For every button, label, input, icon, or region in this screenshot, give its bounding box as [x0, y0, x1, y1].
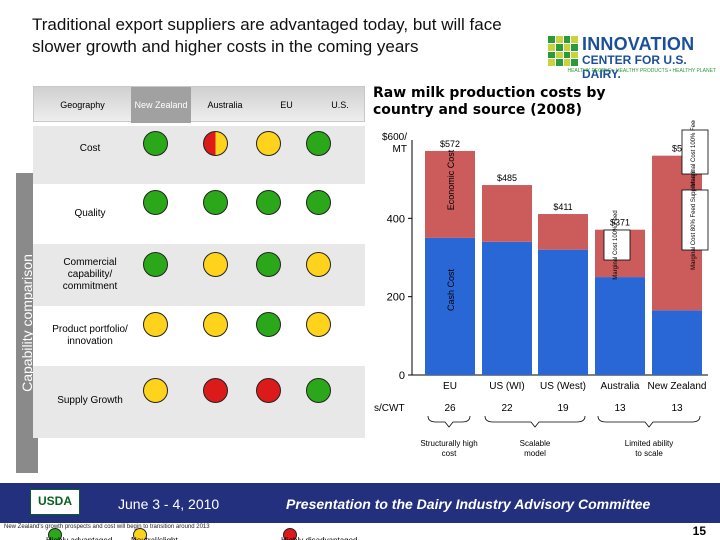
- rating-dot: [143, 378, 168, 403]
- legend-dot-red: [283, 528, 297, 540]
- group-label-line2: cost: [442, 449, 457, 458]
- footer-bar: [0, 483, 720, 523]
- bar-cash-cost: [425, 237, 475, 375]
- annotation-nz-bottom-box: [681, 189, 709, 251]
- annotation-australia-box: [603, 229, 631, 261]
- rating-dot: [256, 252, 281, 277]
- rating-dot: [256, 312, 281, 337]
- legend: Highly advantagedNeutral/slight disadvan…: [33, 522, 365, 540]
- rating-dot: [143, 312, 168, 337]
- rating-dot: [306, 378, 331, 403]
- group-label-line1: Limited ability: [625, 439, 673, 448]
- group-brace-eu: [427, 415, 471, 428]
- header-australia: Australia: [207, 100, 243, 110]
- bar-total-label: $371: [610, 218, 630, 228]
- rating-dot: [203, 378, 228, 403]
- rating-dot: [203, 131, 228, 156]
- header-geography: Geography: [60, 100, 105, 110]
- bar-economic-cost: [538, 214, 588, 250]
- legend-dot-yellow: [133, 528, 147, 540]
- cwt-value: 22: [501, 403, 513, 414]
- group-brace-us: [484, 415, 586, 428]
- logo-sub-text: CENTER FOR U.S. DAIRY.: [582, 53, 687, 81]
- cash-cost-label: Cash Cost: [446, 269, 456, 312]
- cwt-value: 19: [557, 403, 569, 414]
- rating-dot: [256, 190, 281, 215]
- economic-cost-label: Economic Cost: [446, 149, 456, 210]
- innovation-center-logo: INNOVATION CENTER FOR U.S. DAIRY. HEALTH…: [548, 34, 716, 81]
- rating-dot: [203, 312, 228, 337]
- category-label: US (West): [540, 381, 586, 392]
- bar-total-label: $572: [440, 139, 460, 149]
- bar-economic-cost: [425, 150, 475, 238]
- group-brace-oceania: [597, 415, 701, 428]
- annotation-nz-top-box: [681, 129, 709, 175]
- rating-dot: [306, 131, 331, 156]
- rating-dot: [203, 190, 228, 215]
- chart-title: Raw milk production costs by country and…: [373, 85, 606, 118]
- rating-dot: [143, 252, 168, 277]
- annotation-australia: Marginal Cost 100% Feed: [613, 210, 619, 279]
- row-label-quality: Quality: [74, 208, 106, 219]
- rating-dot: [143, 190, 168, 215]
- category-label: EU: [443, 381, 457, 392]
- header-new-zealand: New Zealand: [131, 87, 191, 123]
- rating-dot: [256, 131, 281, 156]
- group-label-line1: Structurally high: [420, 439, 477, 448]
- row-label-commercial: Commercial capability/ commitment: [62, 257, 118, 292]
- category-label: Australia: [601, 381, 640, 392]
- milk-cost-chart: $600/MT 0 200 400 $572 EU 26 $485 US (WI) 22 $411 U…: [374, 120, 709, 458]
- header-us: U.S.: [331, 100, 349, 110]
- logo-tagline: HEALTHY PEOPLE • HEALTHY PRODUCTS • HEAL…: [567, 68, 716, 74]
- legend-label: Highly disadvantaged: [281, 536, 371, 540]
- footer-date: June 3 - 4, 2010: [118, 496, 220, 512]
- slide-title: Traditional export suppliers are advanta…: [32, 15, 502, 56]
- y-tick-label: 400: [387, 213, 405, 225]
- category-label: US (WI): [489, 381, 525, 392]
- rating-dot: [306, 252, 331, 277]
- page-number: 15: [692, 524, 706, 538]
- row-label-cost: Cost: [79, 143, 101, 154]
- y-tick-label: 200: [387, 292, 405, 304]
- bar-total-label: $411: [553, 202, 572, 212]
- bar-total-label: $485: [497, 173, 517, 183]
- y-label-line2: MT: [393, 144, 407, 155]
- legend-label: Highly advantaged: [46, 536, 136, 540]
- usda-logo: USDA: [30, 489, 80, 515]
- rating-dot: [306, 190, 331, 215]
- cwt-value: 13: [614, 403, 626, 414]
- header-eu: EU: [280, 100, 293, 110]
- footnote: New Zealand's growth prospects and cost …: [4, 524, 210, 530]
- row-label-portfolio: Product portfolio/ innovation: [52, 324, 128, 347]
- bar-cash-cost: [538, 249, 588, 375]
- group-label-line1: Scalable: [520, 439, 551, 448]
- y-tick-label: 0: [399, 370, 405, 382]
- annotation-nz-bottom: Marginal Cost 80% Feed Supplement: [691, 170, 697, 270]
- row-label-supply: Supply Growth: [57, 395, 123, 406]
- footer-presentation: Presentation to the Dairy Industry Advis…: [286, 496, 651, 512]
- rating-dot: [143, 131, 168, 156]
- category-label: New Zealand: [648, 381, 707, 392]
- cwt-value: 26: [444, 403, 456, 414]
- rating-dot: [256, 378, 281, 403]
- group-label-line2: to scale: [635, 449, 663, 458]
- legend-label: Neutral/slight disadvantage: [131, 536, 221, 540]
- capability-table: Geography New Zealand Australia EU U.S. …: [0, 84, 365, 540]
- bar-economic-cost: [482, 185, 532, 242]
- bar-cash-cost: [482, 241, 532, 375]
- rating-dot: [306, 312, 331, 337]
- cwt-label: s/CWT: [374, 403, 405, 414]
- bar-cash-cost: [595, 277, 645, 375]
- table-header: Geography New Zealand Australia EU U.S.: [33, 86, 365, 123]
- row-supply: [33, 366, 365, 438]
- logo-mark-icon: [548, 36, 578, 66]
- cwt-value: 13: [671, 403, 683, 414]
- logo-main-text: INNOVATION: [582, 34, 695, 54]
- annotation-nz-top: Marginal Cost 100% Feed: [691, 120, 697, 187]
- rating-dot: [203, 252, 228, 277]
- y-label-line1: $600/: [382, 132, 407, 143]
- bar-cash-cost: [652, 310, 702, 375]
- group-label-line2: model: [524, 449, 546, 458]
- legend-dot-green: [48, 528, 62, 540]
